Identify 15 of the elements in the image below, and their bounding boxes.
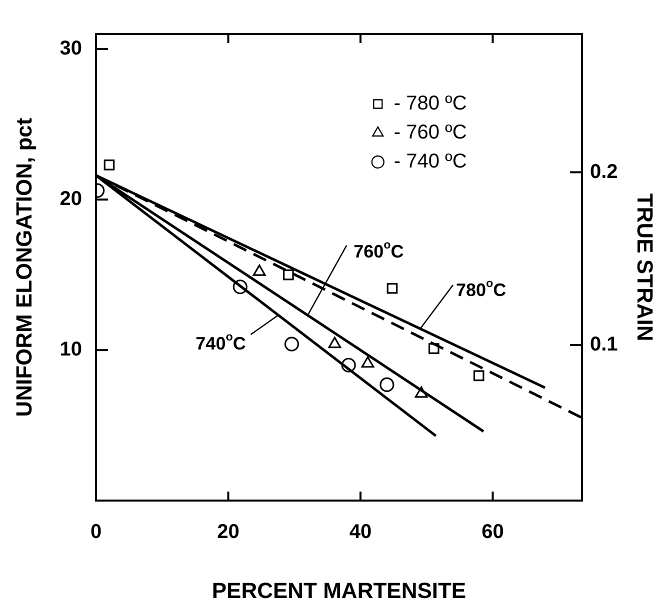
y-axis-title: UNIFORM ELONGATION, pct — [11, 117, 36, 417]
y-tick-label: 30 — [60, 38, 82, 60]
x-tick-label: 40 — [349, 521, 372, 544]
y-tick-label: 20 — [60, 188, 82, 210]
y2-tick-label: 0.2 — [590, 160, 618, 183]
y2-axis-title: TRUE STRAIN — [632, 193, 658, 342]
legend-label: - 780 ºC — [394, 92, 467, 115]
y-tick-label: 10 — [60, 338, 82, 361]
y2-tick-label: 0.1 — [590, 334, 618, 356]
x-tick-label: 60 — [482, 521, 504, 544]
legend-label: - 760 ºC — [394, 122, 467, 144]
x-tick-label: 20 — [217, 521, 240, 544]
legend-label: - 740 ºC — [394, 150, 467, 173]
x-tick-label: 0 — [90, 521, 102, 544]
x-axis-title: PERCENT MARTENSITE — [212, 578, 466, 603]
